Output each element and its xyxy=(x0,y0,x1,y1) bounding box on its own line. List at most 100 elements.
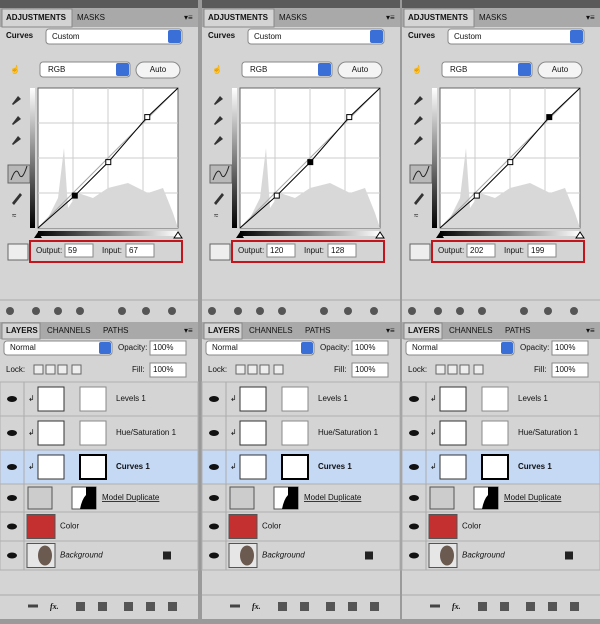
tab-active[interactable] xyxy=(403,8,475,28)
eyedropper-icon[interactable] xyxy=(12,116,21,125)
input-field[interactable] xyxy=(327,243,357,258)
eyedropper-icon[interactable] xyxy=(414,116,423,125)
curve-point[interactable] xyxy=(346,114,353,121)
visibility-eye[interactable] xyxy=(409,464,419,470)
adjustment-footer-icon[interactable] xyxy=(32,307,40,315)
channel-dropdown[interactable] xyxy=(441,61,533,78)
adjustment-footer-icon[interactable] xyxy=(278,307,286,315)
adjustment-footer-icon[interactable] xyxy=(76,307,84,315)
eyedropper-icon[interactable] xyxy=(414,136,423,145)
eyedropper-icon[interactable] xyxy=(214,96,223,105)
layer-footer-icon[interactable] xyxy=(500,602,509,611)
fill-field[interactable] xyxy=(551,362,589,378)
curve-point[interactable] xyxy=(71,192,78,199)
adjustment-footer-icon[interactable] xyxy=(6,307,14,315)
visibility-eye[interactable] xyxy=(7,552,17,559)
layer-footer-icon[interactable] xyxy=(548,602,557,611)
adjustment-footer-icon[interactable] xyxy=(408,307,416,315)
panel-menu[interactable]: ▾≡ xyxy=(386,326,395,335)
layer-footer-icon[interactable] xyxy=(300,602,309,611)
panel-menu[interactable]: ▾≡ xyxy=(586,326,595,335)
adjustment-footer-icon[interactable] xyxy=(370,307,378,315)
black-slider[interactable] xyxy=(236,232,244,238)
output-field[interactable] xyxy=(64,243,94,258)
tab-active[interactable] xyxy=(203,8,275,28)
auto-button[interactable] xyxy=(537,61,583,79)
lock-icon[interactable] xyxy=(435,364,446,375)
curve-point[interactable] xyxy=(507,159,514,166)
visibility-eye[interactable] xyxy=(209,464,219,470)
output-field[interactable] xyxy=(466,243,496,258)
layer-footer-icon[interactable] xyxy=(76,602,85,611)
adjustment-footer-icon[interactable] xyxy=(142,307,150,315)
layer-footer-icon[interactable] xyxy=(478,602,487,611)
layer-footer-icon[interactable] xyxy=(348,602,357,611)
lock-icon[interactable] xyxy=(447,364,458,375)
preset-dropdown[interactable] xyxy=(247,28,385,45)
curve-point[interactable] xyxy=(144,114,151,121)
visibility-eye[interactable] xyxy=(209,523,219,530)
auto-button[interactable] xyxy=(337,61,383,79)
eyedropper-icon[interactable] xyxy=(214,116,223,125)
blend-dropdown[interactable] xyxy=(3,340,113,356)
lock-icon[interactable] xyxy=(71,364,82,375)
adjustment-footer-icon[interactable] xyxy=(320,307,328,315)
layer-footer-icon[interactable] xyxy=(98,602,107,611)
pencil-icon[interactable] xyxy=(12,193,22,205)
lock-icon[interactable] xyxy=(57,364,68,375)
blend-dropdown[interactable] xyxy=(205,340,315,356)
white-slider[interactable] xyxy=(575,231,585,239)
curve-point[interactable] xyxy=(307,159,314,166)
lock-icon[interactable] xyxy=(235,364,246,375)
channel-dropdown[interactable] xyxy=(39,61,131,78)
black-slider[interactable] xyxy=(34,232,42,238)
visibility-eye[interactable] xyxy=(409,523,419,530)
layer-footer-icon[interactable] xyxy=(146,602,155,611)
adjustment-footer-icon[interactable] xyxy=(234,307,242,315)
layer-footer-icon[interactable] xyxy=(326,602,335,611)
panel-menu[interactable]: ▾≡ xyxy=(386,13,395,22)
opacity-field[interactable] xyxy=(351,340,389,356)
panel-menu[interactable]: ▾≡ xyxy=(184,326,193,335)
adjustment-footer-icon[interactable] xyxy=(570,307,578,315)
adjustment-footer-icon[interactable] xyxy=(544,307,552,315)
visibility-eye[interactable] xyxy=(209,495,219,501)
layer-footer-icon[interactable] xyxy=(278,602,287,611)
eyedropper-icon[interactable] xyxy=(414,96,423,105)
adjustment-footer-icon[interactable] xyxy=(168,307,176,315)
tab-active[interactable] xyxy=(203,322,243,340)
curve-point[interactable] xyxy=(273,192,280,199)
lock-icon[interactable] xyxy=(273,364,284,375)
input-field[interactable] xyxy=(125,243,155,258)
adjustment-footer-icon[interactable] xyxy=(520,307,528,315)
output-field[interactable] xyxy=(266,243,296,258)
fill-field[interactable] xyxy=(149,362,187,378)
opacity-field[interactable] xyxy=(551,340,589,356)
curve-point[interactable] xyxy=(473,192,480,199)
layer-footer-icon[interactable] xyxy=(370,602,379,611)
tab-active[interactable] xyxy=(1,322,41,340)
adjustment-footer-icon[interactable] xyxy=(54,307,62,315)
visibility-eye[interactable] xyxy=(7,523,17,530)
eyedropper-icon[interactable] xyxy=(12,96,21,105)
channel-dropdown[interactable] xyxy=(241,61,333,78)
visibility-eye[interactable] xyxy=(209,430,219,436)
visibility-eye[interactable] xyxy=(409,430,419,436)
opacity-field[interactable] xyxy=(149,340,187,356)
tab-active[interactable] xyxy=(1,8,73,28)
visibility-eye[interactable] xyxy=(7,464,17,470)
input-field[interactable] xyxy=(527,243,557,258)
adjustment-footer-icon[interactable] xyxy=(478,307,486,315)
adjustment-footer-icon[interactable] xyxy=(456,307,464,315)
lock-icon[interactable] xyxy=(459,364,470,375)
visibility-eye[interactable] xyxy=(209,552,219,559)
tab-active[interactable] xyxy=(403,322,443,340)
lock-icon[interactable] xyxy=(33,364,44,375)
panel-menu[interactable]: ▾≡ xyxy=(184,13,193,22)
white-slider[interactable] xyxy=(173,231,183,239)
panel-menu[interactable]: ▾≡ xyxy=(586,13,595,22)
visibility-eye[interactable] xyxy=(7,396,17,402)
pencil-icon[interactable] xyxy=(214,193,224,205)
curve-point[interactable] xyxy=(105,159,112,166)
visibility-eye[interactable] xyxy=(409,495,419,501)
